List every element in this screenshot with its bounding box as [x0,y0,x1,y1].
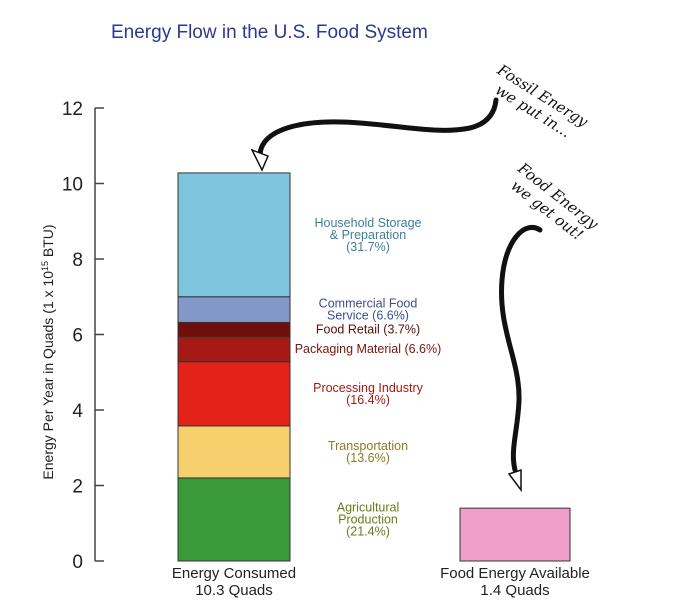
food-energy-pen-tip [507,468,522,493]
y-axis: 0 2 4 6 8 10 12 [62,99,104,573]
bar-segment-transportation [177,425,291,479]
bar-segment-household-storage-preparation [177,172,291,298]
y-tick-label: 12 [62,99,83,120]
segment-label-commercial-food-service: Commercial Food Service (6.6%) [319,297,418,323]
y-tick-label: 6 [72,326,83,347]
bar-segments [177,172,571,562]
annotations: Fossil Energywe put in...Food Energywe g… [250,60,602,493]
segment-label-agricultural-production: Agricultural Production (21.4%) [337,500,400,538]
segment-label-packaging-material: Packaging Material (6.6%) [295,342,442,356]
y-tick-label: 8 [72,250,83,271]
bar-segment-agricultural-production [177,477,291,562]
y-tick-label: 2 [72,477,83,498]
category-label-food-energy-available: Food Energy Available 1.4 Quads [440,565,590,599]
fossil-energy-note: Fossil Energywe put in... [484,60,592,146]
bar-segment-packaging-material [177,336,291,363]
fossil-energy-pen-tip [250,148,269,172]
segment-label-transportation: Transportation (13.6%) [328,439,408,465]
bar-segment-food-energy [459,507,571,562]
fossil-energy-arrow [257,97,499,157]
food-energy-arrow [499,225,543,473]
y-axis-label: Energy Per Year in Quads (1 x 1015 BTU) [40,224,56,479]
segment-label-processing-industry: Processing Industry (16.4%) [313,381,424,407]
segment-labels: Agricultural Production (21.4%) Transportat… [295,216,442,539]
category-labels: Energy Consumed 10.3 Quads Food Energy Ava… [172,565,590,599]
y-tick-label: 10 [62,175,83,196]
category-label-energy-consumed: Energy Consumed 10.3 Quads [172,565,296,599]
segment-label-household-storage-preparation: Household Storage & Preparation (31.7%) [314,216,421,254]
chart-title: Energy Flow in the U.S. Food System [111,22,428,43]
y-tick-label: 4 [72,401,83,422]
segment-label-food-retail: Food Retail (3.7%) [316,323,420,337]
bar-segment-commercial-food-service [177,296,291,323]
y-tick-label: 0 [72,552,83,573]
bar-segment-processing-industry [177,361,291,427]
bar-segment-food-retail [177,321,291,338]
